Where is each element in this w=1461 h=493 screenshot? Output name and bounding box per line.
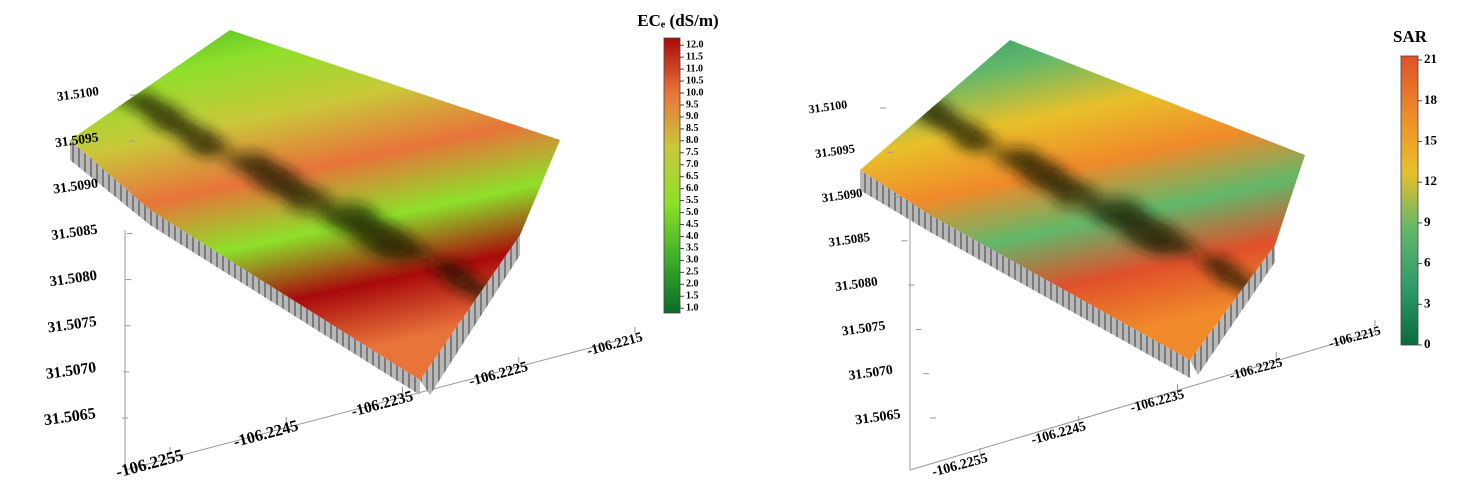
colorbar-tick-label: 2.0 [686,279,699,290]
colorbar-tick-label: 5.0 [686,207,699,218]
colorbar-tick-label: 1.0 [686,303,699,314]
colorbar-tick-label: 10.0 [686,87,704,98]
y-tick-label: 31.5085 [50,222,98,244]
colorbar [1401,56,1418,345]
y-tick-label: 31.5070 [45,359,98,383]
colorbar-tick-label: 9.5 [686,99,699,110]
x-tick-label: -106.2215 [585,330,644,359]
colorbar-tick-label: 3.5 [686,243,699,254]
x-tick-label: -106.2215 [1327,322,1383,350]
x-tick-label: -106.2245 [232,416,301,451]
colorbar-title: SAR [1393,27,1428,46]
colorbar-tick-label: 10.5 [686,75,704,86]
colorbar-tick-label: 6.0 [686,183,699,194]
y-tick-label: 31.5065 [43,405,97,429]
x-tick-label: -106.2255 [114,445,186,481]
y-tick-label: 31.5100 [56,83,100,104]
colorbar-tick-label: 6 [1424,255,1431,270]
panel: 31.510031.509531.509031.508531.508031.50… [43,11,719,482]
colorbar-tick-label: 8.0 [686,135,699,146]
colorbar-tick-label: 4.0 [686,231,699,242]
y-tick-label: 31.5080 [49,268,99,290]
y-tick-label: 31.5065 [854,407,901,428]
colorbar-tick-label: 11.0 [686,63,703,74]
x-tick-label: -106.2225 [467,359,529,390]
colorbar-tick-label: 5.5 [686,195,699,206]
y-tick-label: 31.5100 [808,97,849,116]
colorbar-tick-label: 15 [1424,132,1438,147]
y-tick-label: 31.5095 [814,141,855,160]
colorbar-tick-label: 1.5 [686,291,699,302]
colorbar-tick-label: 12 [1424,173,1437,188]
colorbar-tick-label: 7.0 [686,159,699,170]
colorbar-tick-label: 21 [1424,51,1437,66]
colorbar-tick-label: 3.0 [686,255,699,266]
y-tick-label: 31.5075 [841,318,887,339]
colorbar-tick-label: 12.0 [686,39,704,50]
colorbar-tick-label: 11.5 [686,51,703,62]
colorbar-tick-label: 4.5 [686,219,699,230]
colorbar-tick-label: 18 [1424,92,1438,107]
y-tick-label: 31.5080 [834,273,879,294]
colorbar [664,38,680,313]
x-tick-label: -106.2235 [349,388,415,421]
x-tick-label: -106.2245 [1029,418,1087,447]
y-tick-label: 31.5090 [52,175,99,196]
colorbar-tick-label: 8.5 [686,123,699,134]
y-tick-label: 31.5090 [821,186,863,206]
colorbar-tick-label: 0 [1424,336,1431,351]
colorbar-tick-label: 7.5 [686,147,699,158]
figure: 31.510031.509531.509031.508531.508031.50… [0,0,1461,493]
colorbar-tick-label: 6.5 [686,171,699,182]
colorbar-title: ECₑ (dS/m) [637,11,718,30]
x-tick-label: -106.2225 [1228,354,1285,383]
panel: 31.5100 31.5095 31.5090 31.5085 31.5080 31.50… [808,27,1438,480]
colorbar-tick-label: 9.0 [686,111,699,122]
colorbar-tick-label: 2.5 [686,267,699,278]
x-tick-label: -106.2235 [1129,386,1186,415]
y-tick-label: 31.5075 [47,314,98,337]
y-tick-label: 31.5085 [828,230,871,250]
colorbar-tick-label: 9 [1424,214,1431,229]
y-tick-label: 31.5070 [848,362,894,383]
colorbar-tick-label: 3 [1424,295,1431,310]
